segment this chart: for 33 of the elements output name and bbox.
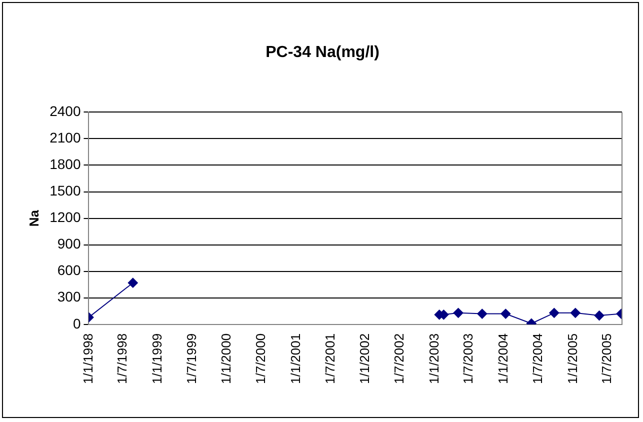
x-tick-label: 1/7/1999 — [184, 333, 199, 384]
x-tick-label: 1/1/2005 — [564, 333, 580, 384]
y-tick-label: 300 — [57, 288, 81, 305]
x-tick-label: 1/7/1998 — [114, 333, 130, 384]
point — [594, 310, 604, 321]
y-tick-label: 1500 — [50, 182, 81, 199]
y-axis-title: Na — [26, 209, 42, 227]
x-tick-label: 1/1/2003 — [426, 333, 442, 384]
x-tick-label: 1/7/2002 — [391, 333, 406, 384]
x-tick-label: 1/1/2000 — [218, 333, 234, 384]
y-tick-label: 1800 — [50, 156, 81, 172]
point — [570, 308, 580, 318]
x-tick-label: 1/7/2001 — [322, 333, 338, 384]
point — [500, 308, 511, 319]
x-tick-label: 1/7/2005 — [599, 333, 614, 384]
y-tick-label: 0 — [72, 315, 81, 332]
x-tick-label: 1/1/2004 — [496, 333, 511, 384]
chart-title: PC-34 Na(mg/l) — [266, 44, 380, 62]
x-tick-label: 1/7/2000 — [253, 333, 268, 384]
x-tick-label: 1/1/2002 — [357, 333, 372, 384]
x-tick-label: 1/7/2004 — [530, 333, 546, 384]
y-tick-label: 2400 — [50, 103, 81, 120]
point — [453, 308, 464, 318]
y-tick-label: 900 — [57, 236, 81, 252]
x-tick-label: 1/1/1999 — [149, 333, 164, 384]
point — [477, 308, 488, 319]
y-tick-label: 2100 — [50, 130, 81, 146]
x-tick-label: 1/1/1998 — [80, 333, 96, 384]
point — [549, 308, 560, 318]
y-tick-label: 600 — [57, 262, 81, 278]
x-tick-label: 1/1/2001 — [288, 333, 304, 384]
x-tick-label: 1/7/2003 — [460, 333, 476, 384]
y-tick-label: 1200 — [50, 209, 81, 226]
